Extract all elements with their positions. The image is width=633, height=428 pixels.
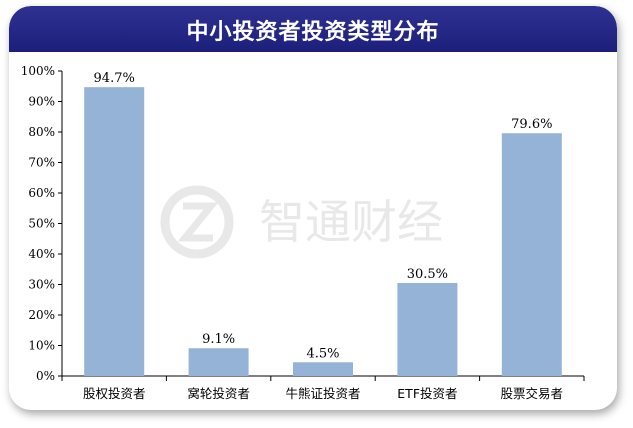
y-tick-label: 0%	[36, 369, 55, 383]
bar	[84, 87, 145, 376]
x-category-label: 牛熊证投资者	[285, 386, 360, 401]
data-label: 30.5%	[407, 267, 448, 282]
x-category-label: 股票交易者	[501, 386, 564, 401]
y-tick-label: 70%	[28, 156, 55, 170]
y-tick-label: 20%	[28, 308, 55, 322]
data-label: 79.6%	[511, 117, 552, 132]
y-tick-label: 30%	[28, 278, 55, 292]
watermark-logo-icon	[160, 185, 234, 259]
x-category-label: 股权投资者	[83, 386, 146, 401]
x-category-label: ETF投资者	[397, 386, 457, 401]
chart-header: 中小投资者投资类型分布	[9, 6, 617, 52]
chart-card: 中小投资者投资类型分布 智通财经 0% 10% 20% 30% 40% 50% 60% 70%…	[9, 6, 617, 410]
bar	[397, 282, 458, 376]
data-label: 94.7%	[94, 71, 135, 86]
y-tick-label: 100%	[21, 64, 55, 78]
watermark: 智通财经	[160, 185, 443, 259]
watermark-text: 智通财经	[259, 195, 443, 249]
bar	[293, 362, 353, 376]
y-tick-label: 10%	[28, 339, 55, 353]
data-label: 4.5%	[306, 346, 339, 361]
bar-chart: 智通财经 0% 10% 20% 30% 40% 50% 60% 70% 80% 90% 100% 股权…	[21, 64, 585, 401]
bar	[501, 133, 562, 376]
bar	[188, 348, 249, 376]
y-tick-label: 90%	[28, 95, 55, 109]
y-tick-label: 60%	[28, 186, 55, 200]
watermark-logo-mark	[177, 202, 219, 242]
x-category-label: 窝轮投资者	[187, 386, 250, 401]
y-tick-label: 40%	[28, 247, 55, 261]
chart-title: 中小投资者投资类型分布	[186, 20, 440, 45]
data-label: 9.1%	[202, 332, 235, 347]
y-tick-label: 50%	[28, 217, 55, 231]
y-tick-label: 80%	[28, 125, 55, 139]
